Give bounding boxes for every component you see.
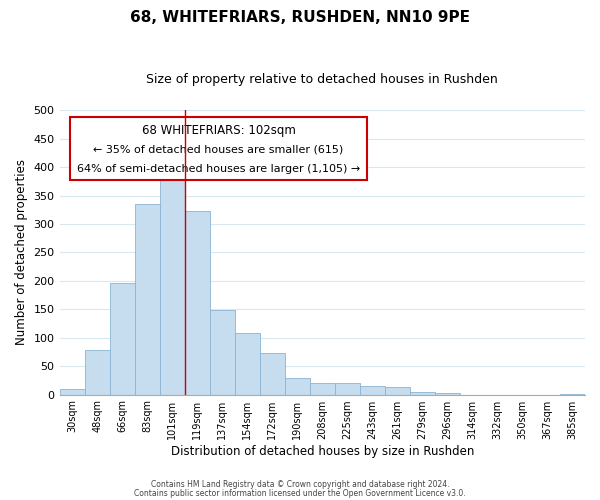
Text: Contains HM Land Registry data © Crown copyright and database right 2024.: Contains HM Land Registry data © Crown c… bbox=[151, 480, 449, 489]
Bar bbox=[410, 392, 435, 394]
Bar bbox=[235, 333, 260, 394]
Bar bbox=[360, 386, 385, 394]
Bar bbox=[310, 383, 335, 394]
X-axis label: Distribution of detached houses by size in Rushden: Distribution of detached houses by size … bbox=[170, 444, 474, 458]
Bar bbox=[385, 386, 410, 394]
Bar bbox=[185, 211, 209, 394]
Title: Size of property relative to detached houses in Rushden: Size of property relative to detached ho… bbox=[146, 72, 498, 86]
Y-axis label: Number of detached properties: Number of detached properties bbox=[15, 160, 28, 346]
Text: Contains public sector information licensed under the Open Government Licence v3: Contains public sector information licen… bbox=[134, 488, 466, 498]
Bar bbox=[59, 389, 85, 394]
Text: 68, WHITEFRIARS, RUSHDEN, NN10 9PE: 68, WHITEFRIARS, RUSHDEN, NN10 9PE bbox=[130, 10, 470, 25]
FancyBboxPatch shape bbox=[70, 118, 367, 180]
Bar bbox=[110, 282, 134, 395]
Bar bbox=[335, 382, 360, 394]
Text: 68 WHITEFRIARS: 102sqm: 68 WHITEFRIARS: 102sqm bbox=[142, 124, 295, 138]
Text: 64% of semi-detached houses are larger (1,105) →: 64% of semi-detached houses are larger (… bbox=[77, 164, 360, 174]
Text: ← 35% of detached houses are smaller (615): ← 35% of detached houses are smaller (61… bbox=[94, 144, 344, 154]
Bar bbox=[285, 378, 310, 394]
Bar bbox=[160, 173, 185, 394]
Bar bbox=[260, 353, 285, 395]
Bar bbox=[134, 204, 160, 394]
Bar bbox=[209, 310, 235, 394]
Bar bbox=[85, 350, 110, 395]
